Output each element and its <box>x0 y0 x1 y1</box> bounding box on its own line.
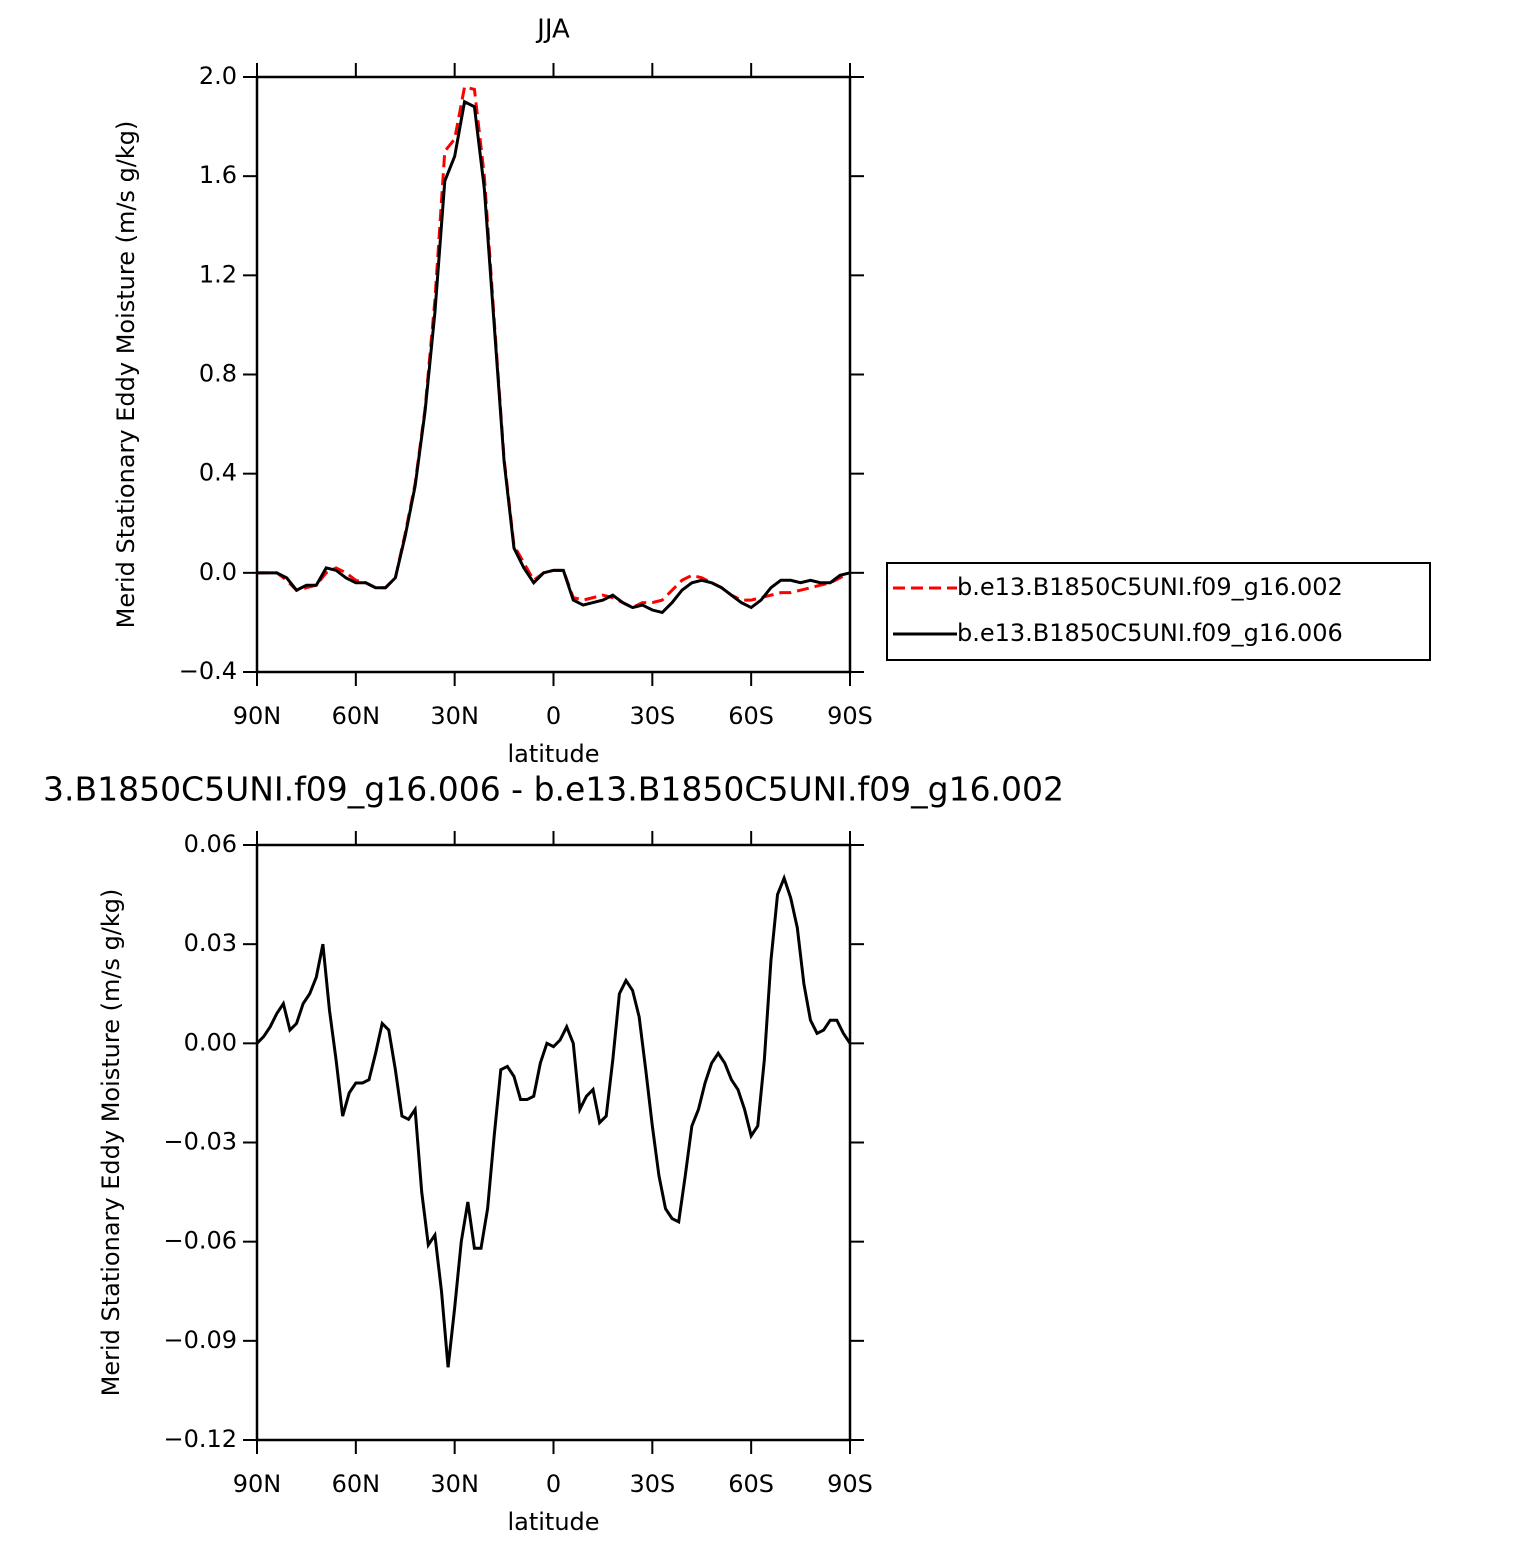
y-tick-label: 1.6 <box>199 161 237 189</box>
x-tick-label: 90N <box>233 702 282 730</box>
y-tick-label: 0.03 <box>184 929 237 957</box>
x-tick-label: 30N <box>430 702 479 730</box>
y-tick-label: 1.2 <box>199 260 237 288</box>
x-tick-label: 30S <box>629 1470 675 1498</box>
y-tick-label: 0.8 <box>199 360 237 388</box>
x-tick-label: 60S <box>728 702 774 730</box>
y-tick-label: 0.0 <box>199 558 237 586</box>
y-tick-label: 0.06 <box>184 830 237 858</box>
y-axis-label: Merid Stationary Eddy Moisture (m/s g/kg… <box>97 889 125 1397</box>
x-tick-label: 30S <box>629 702 675 730</box>
x-tick-label: 30N <box>430 1470 479 1498</box>
x-tick-label: 90N <box>233 1470 282 1498</box>
y-tick-label: 2.0 <box>199 62 237 90</box>
y-tick-label: −0.03 <box>163 1128 237 1156</box>
chart-title: JJA <box>535 15 570 45</box>
legend-box <box>886 562 1431 661</box>
y-tick-label: −0.06 <box>163 1227 237 1255</box>
y-tick-label: −0.4 <box>179 657 237 685</box>
y-tick-label: 0.00 <box>184 1028 237 1056</box>
y-tick-label: −0.12 <box>163 1425 237 1453</box>
x-tick-label: 90S <box>827 1470 873 1498</box>
x-tick-label: 90S <box>827 702 873 730</box>
data-line <box>257 85 851 610</box>
legend-label: b.e13.B1850C5UNI.f09_g16.006 <box>957 619 1343 647</box>
data-line <box>257 99 851 615</box>
y-tick-label: −0.09 <box>163 1326 237 1354</box>
data-line <box>255 873 852 1368</box>
y-tick-label: 0.4 <box>199 459 237 487</box>
chart-title: 3.B1850C5UNI.f09_g16.006 - b.e13.B1850C5… <box>43 770 1064 809</box>
x-tick-label: 0 <box>546 702 561 730</box>
x-tick-label: 60S <box>728 1470 774 1498</box>
x-axis-label: latitude <box>507 1508 599 1536</box>
x-tick-label: 60N <box>332 702 381 730</box>
x-tick-label: 60N <box>332 1470 381 1498</box>
plot-frame <box>255 75 852 674</box>
x-tick-label: 0 <box>546 1470 561 1498</box>
legend-label: b.e13.B1850C5UNI.f09_g16.002 <box>957 573 1343 601</box>
y-axis-label: Merid Stationary Eddy Moisture (m/s g/kg… <box>112 121 140 629</box>
x-axis-label: latitude <box>507 740 599 768</box>
plot-frame <box>255 843 852 1442</box>
